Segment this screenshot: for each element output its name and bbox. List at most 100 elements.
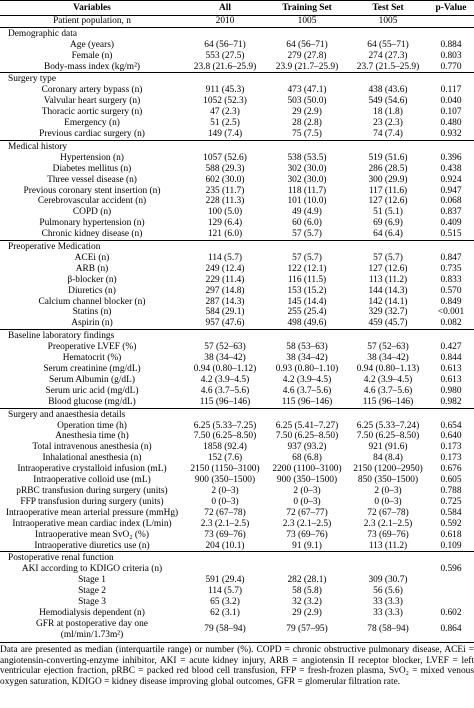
cell: 0.068 xyxy=(440,196,462,207)
cell: 0.640 xyxy=(440,431,462,442)
section-row: Demographic data xyxy=(0,26,474,40)
cell: 459 (45.7) xyxy=(368,318,408,329)
row-label: Body-mass index (kg/m²) xyxy=(43,61,141,72)
table-row: Pulmonary hypertension (n) 129 (6.4) 60 (6… xyxy=(0,218,474,229)
cell: 2.3 (2.1–2.5) xyxy=(200,518,250,529)
section-title: Surgery and anaesthesia details xyxy=(0,407,474,421)
table-row: Intraoperative mean cardiac index (L/min… xyxy=(0,519,474,530)
cell: 0.932 xyxy=(440,128,462,139)
row-label: Serum Albumin (g/dL) xyxy=(49,374,135,385)
cell: 114 (5.7) xyxy=(207,252,243,263)
cell: 7.50 (6.25–8.50) xyxy=(275,431,339,442)
table-row: Intraoperative mean arterial pressure (m… xyxy=(0,508,474,519)
section-row: Surgery type xyxy=(0,72,474,86)
cell: 584 (29.1) xyxy=(205,307,245,318)
cell: 0.947 xyxy=(440,185,462,196)
table-row: GFR at postoperative day one (ml/min/1.73… xyxy=(0,618,474,643)
cell: 2010 xyxy=(215,15,235,26)
row-label: Hematocrit (%) xyxy=(62,353,122,364)
cell: 0.654 xyxy=(440,420,462,431)
table-row: Chronic kidney disease (n) 121 (6.0) 57 (5… xyxy=(0,229,474,240)
cell: 553 (27.5) xyxy=(205,50,245,61)
cell: 0 (0–3) xyxy=(293,496,321,507)
cell: <0.001 xyxy=(437,307,465,318)
cell: 2200 (1100–3100) xyxy=(272,464,342,475)
row-label: Stage 1 xyxy=(78,575,106,586)
cell: 1005 xyxy=(297,15,317,26)
row-label: Hypertension (n) xyxy=(60,152,124,163)
cell: 0.924 xyxy=(440,174,462,185)
cell: 0.94 (0.80–1.12) xyxy=(193,364,257,374)
empty-cell xyxy=(428,586,474,597)
cell: 0.803 xyxy=(440,50,462,61)
cell: 79 (58–94) xyxy=(184,618,266,643)
row-label: ARB (n) xyxy=(75,263,109,274)
cell: 84 (8.4) xyxy=(373,453,403,464)
cell: 282 (28.1) xyxy=(287,575,327,586)
table-row: Patient population, n 2010 1005 1005 xyxy=(0,15,474,27)
empty-cell xyxy=(266,564,348,575)
cell: 23 (2.3) xyxy=(373,118,403,129)
table-row: ARB (n) 249 (12.4) 122 (12.1) 127 (12.6) 0.7… xyxy=(0,264,474,275)
cell: 0.833 xyxy=(440,274,462,285)
table-body: Patient population, n 2010 1005 1005 Demogra… xyxy=(0,15,474,643)
cell: 114 (5.7) xyxy=(207,586,243,597)
cell: 115 (96–146) xyxy=(199,396,251,407)
empty-cell xyxy=(428,15,474,27)
column-header: p-Value xyxy=(428,0,474,16)
cell: 33 (3.3) xyxy=(373,607,403,618)
row-label: Intraoperative crystalloid infusion (mL) xyxy=(17,464,167,475)
row-label: GFR at postoperative day one (ml/min/1.73… xyxy=(0,618,184,643)
table-row: β-blocker (n) 229 (11.4) 116 (11.5) 113 (11… xyxy=(0,275,474,286)
table-row: Emergency (n) 51 (2.5) 28 (2.8) 23 (2.3) 0.4… xyxy=(0,118,474,129)
cell: 73 (69–76) xyxy=(286,529,328,540)
cell: 0.107 xyxy=(440,107,462,118)
table-row: Hemodialysis dependent (n) 62 (3.1) 29 (2.… xyxy=(0,608,474,619)
cell: 23.7 (21.5–25.9) xyxy=(356,61,420,72)
cell: 28 (2.8) xyxy=(292,118,322,129)
cell: 4.2 (3.9–4.5) xyxy=(363,374,413,385)
cell: 921 (91.6) xyxy=(368,442,408,453)
cell: 2.3 (2.1–2.5) xyxy=(363,518,413,529)
table-row: Coronary artery bypass (n) 911 (45.3) 473 … xyxy=(0,85,474,96)
row-label: pRBC transfusion during surgery (units) xyxy=(16,485,168,496)
cell: 0.770 xyxy=(440,61,462,72)
cell: 91 (9.1) xyxy=(292,540,322,551)
cell: 300 (29.9) xyxy=(368,174,408,185)
column-header: Variables xyxy=(0,0,184,16)
table-row: Serum creatinine (mg/dL) 0.94 (0.80–1.12)… xyxy=(0,364,474,375)
cell: 127 (12.6) xyxy=(368,196,408,207)
cell: 0.602 xyxy=(440,607,462,618)
cell: 4.6 (3.7–5.6) xyxy=(282,385,332,396)
cell: 60 (6.0) xyxy=(292,218,322,229)
section-title: Preoperative Medication xyxy=(0,240,474,253)
cell: 0.584 xyxy=(440,507,462,518)
table-row: Diabetes mellitus (n) 588 (29.3) 302 (30.0… xyxy=(0,164,474,175)
cell: 0.173 xyxy=(440,453,462,464)
cell: 64 (56–71) xyxy=(204,39,246,50)
row-label: Statins (n) xyxy=(72,307,112,318)
cell: 0.864 xyxy=(428,618,474,643)
cell: 2 (0–3) xyxy=(293,485,321,496)
row-label: Intraoperative diuretics use (n) xyxy=(34,540,150,551)
cell: 153 (15.2) xyxy=(287,285,327,296)
row-label: Three vessel disease (n) xyxy=(47,174,137,185)
table-row: ACEi (n) 114 (5.7) 57 (5.7) 57 (5.7) 0.847 xyxy=(0,253,474,264)
row-label: Preoperative LVEF (%) xyxy=(47,342,137,353)
table-row: Total intravenous anesthesia (n) 1858 (92… xyxy=(0,442,474,453)
cell: 7.50 (6.25–8.50) xyxy=(356,431,420,442)
cell: 129 (6.4) xyxy=(207,218,243,229)
table-row: Stage 2 114 (5.7) 58 (5.8) 56 (5.6) xyxy=(0,586,474,597)
cell: 58 (5.8) xyxy=(292,586,322,597)
table-row: Three vessel disease (n) 602 (30.0) 302 (3… xyxy=(0,175,474,186)
cell: 2150 (1150–3100) xyxy=(190,464,260,475)
row-label: Total intravenous anesthesia (n) xyxy=(32,442,152,453)
cell: 503 (50.0) xyxy=(287,96,327,107)
cell: 57 (5.7) xyxy=(292,252,322,263)
cell: 62 (3.1) xyxy=(210,607,240,618)
cell: 0.613 xyxy=(440,374,462,385)
cell: 115 (96–146) xyxy=(281,396,333,407)
cell: 0.94 (0.80–1.13) xyxy=(356,364,420,374)
cell: 911 (45.3) xyxy=(205,85,245,96)
cell: 122 (12.1) xyxy=(287,263,327,274)
